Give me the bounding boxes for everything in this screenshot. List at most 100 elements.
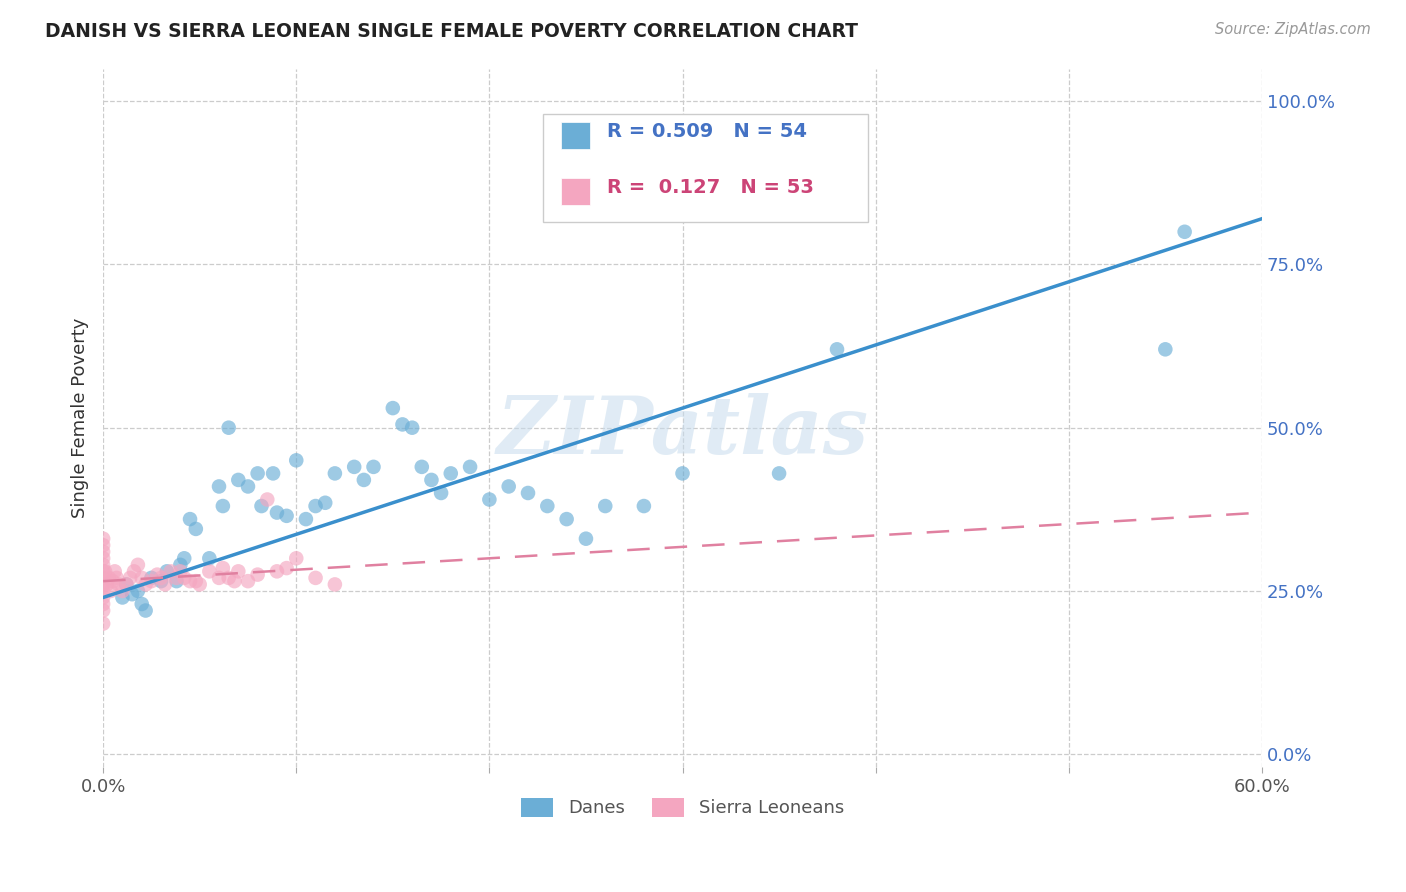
Point xyxy=(218,420,240,434)
Point xyxy=(343,459,366,474)
Point xyxy=(536,499,558,513)
Point xyxy=(671,467,693,481)
Text: R =  0.127   N = 53: R = 0.127 N = 53 xyxy=(607,178,814,197)
Point xyxy=(250,499,273,513)
Point xyxy=(173,551,195,566)
Point xyxy=(498,479,520,493)
Point xyxy=(212,561,235,575)
Text: R = 0.509   N = 54: R = 0.509 N = 54 xyxy=(607,122,807,141)
Y-axis label: Single Female Poverty: Single Female Poverty xyxy=(72,318,89,518)
Point xyxy=(91,538,114,552)
Point xyxy=(188,577,211,591)
Point xyxy=(391,417,413,432)
Point xyxy=(208,479,231,493)
Point xyxy=(224,574,246,589)
Point xyxy=(478,492,501,507)
Point xyxy=(184,522,207,536)
Point xyxy=(96,577,118,591)
Point xyxy=(104,565,127,579)
Point xyxy=(107,577,129,591)
Point xyxy=(262,467,284,481)
FancyBboxPatch shape xyxy=(561,122,589,149)
Point xyxy=(91,616,114,631)
Point xyxy=(228,565,250,579)
Point xyxy=(276,561,298,575)
Point xyxy=(304,499,326,513)
Point xyxy=(266,565,288,579)
Point xyxy=(246,567,269,582)
Point xyxy=(91,545,114,559)
Point xyxy=(131,571,153,585)
Point xyxy=(381,401,404,416)
Point xyxy=(208,571,231,585)
Point xyxy=(91,591,114,605)
Text: ZIPatlas: ZIPatlas xyxy=(496,393,869,471)
Point xyxy=(122,565,145,579)
Point xyxy=(105,571,128,585)
Point xyxy=(169,565,191,579)
Point xyxy=(115,577,138,591)
Point xyxy=(150,571,173,585)
Point xyxy=(179,574,201,589)
Point xyxy=(91,597,114,611)
Point xyxy=(91,565,114,579)
Point xyxy=(256,492,278,507)
Text: DANISH VS SIERRA LEONEAN SINGLE FEMALE POVERTY CORRELATION CHART: DANISH VS SIERRA LEONEAN SINGLE FEMALE P… xyxy=(45,22,858,41)
Point xyxy=(115,577,138,591)
Point xyxy=(363,459,385,474)
Point xyxy=(91,558,114,572)
Point xyxy=(575,532,598,546)
Point xyxy=(212,499,235,513)
Point xyxy=(166,571,188,585)
Text: Source: ZipAtlas.com: Source: ZipAtlas.com xyxy=(1215,22,1371,37)
Point xyxy=(127,583,149,598)
Point xyxy=(173,571,195,585)
Point xyxy=(146,567,169,582)
Point xyxy=(121,587,143,601)
Point xyxy=(353,473,375,487)
Point xyxy=(153,577,176,591)
Point xyxy=(111,583,134,598)
Point xyxy=(401,420,423,434)
Point xyxy=(246,467,269,481)
Point xyxy=(593,499,616,513)
Point xyxy=(120,571,142,585)
Point xyxy=(323,577,346,591)
Point xyxy=(825,343,848,357)
Point xyxy=(166,574,188,589)
Point xyxy=(91,583,114,598)
Point xyxy=(198,551,221,566)
Point xyxy=(420,473,443,487)
Point xyxy=(285,551,308,566)
Point xyxy=(266,506,288,520)
Point xyxy=(94,565,117,579)
Point xyxy=(323,467,346,481)
Point xyxy=(430,486,453,500)
Point xyxy=(440,467,463,481)
Point xyxy=(295,512,318,526)
Legend: Danes, Sierra Leoneans: Danes, Sierra Leoneans xyxy=(513,791,851,824)
Point xyxy=(228,473,250,487)
Point xyxy=(236,479,259,493)
FancyBboxPatch shape xyxy=(561,178,589,205)
Point xyxy=(135,577,157,591)
Point xyxy=(91,551,114,566)
Point xyxy=(458,459,481,474)
Point xyxy=(633,499,655,513)
Point xyxy=(135,603,157,617)
Point xyxy=(91,532,114,546)
Point xyxy=(179,512,201,526)
Point xyxy=(276,508,298,523)
Point xyxy=(97,571,120,585)
Point xyxy=(91,603,114,617)
Point xyxy=(159,565,181,579)
Point xyxy=(314,496,336,510)
Point xyxy=(198,565,221,579)
Point xyxy=(131,597,153,611)
Point xyxy=(169,558,191,572)
Point xyxy=(218,571,240,585)
Point xyxy=(411,459,433,474)
Point xyxy=(1154,343,1177,357)
Point xyxy=(236,574,259,589)
Point xyxy=(768,467,790,481)
